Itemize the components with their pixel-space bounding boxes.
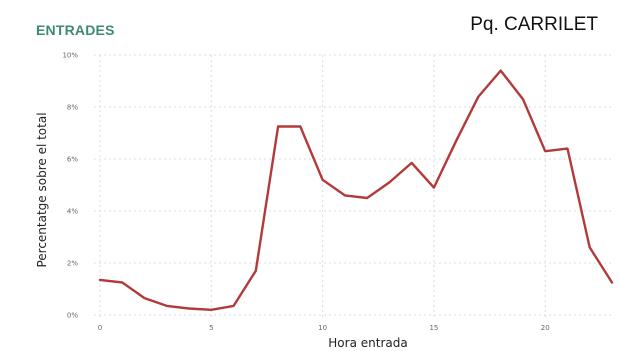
y-tick-label: 10% bbox=[62, 52, 78, 60]
x-tick-label: 0 bbox=[98, 324, 102, 332]
series-line bbox=[98, 69, 614, 311]
location-title: Pq. CARRILET bbox=[470, 14, 598, 35]
x-tick-label: 15 bbox=[429, 324, 438, 332]
x-tick-label: 10 bbox=[318, 324, 327, 332]
y-tick-label: 0% bbox=[67, 312, 78, 320]
chart-grid bbox=[94, 54, 612, 319]
y-tick-label: 6% bbox=[67, 156, 78, 164]
y-axis-label: Percentatge sobre el total bbox=[35, 112, 49, 267]
x-tick-label: 5 bbox=[209, 324, 213, 332]
section-title: ENTRADES bbox=[36, 22, 115, 38]
x-tick-label: 20 bbox=[541, 324, 550, 332]
y-tick-label: 2% bbox=[67, 260, 78, 268]
chart-tick-labels: 0% 2% 4% 6% 8% 10% 0 5 10 15 20 bbox=[62, 52, 549, 333]
y-tick-label: 4% bbox=[67, 208, 78, 216]
x-axis-label: Hora entrada bbox=[328, 336, 407, 350]
y-tick-label: 8% bbox=[67, 104, 78, 112]
